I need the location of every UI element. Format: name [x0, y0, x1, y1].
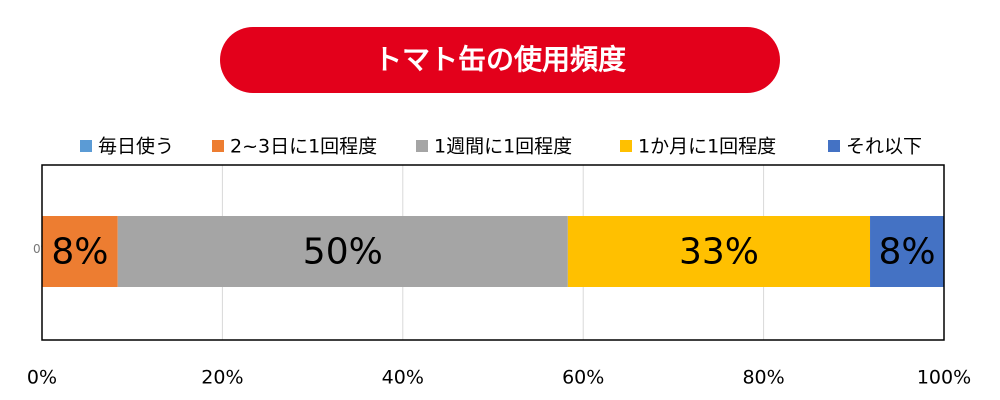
legend-label: 1か月に1回程度 [638, 136, 776, 158]
data-label: 8% [51, 232, 108, 273]
data-label: 33% [679, 232, 759, 273]
legend-swatch [80, 140, 92, 152]
x-tick-label: 20% [201, 367, 243, 389]
x-tick-label: 0% [27, 367, 57, 389]
bar-segment [117, 216, 568, 287]
data-label: 8% [878, 232, 935, 273]
legend-label: 毎日使う [98, 136, 174, 158]
legend-swatch [828, 140, 840, 152]
legend-swatch [416, 140, 428, 152]
chart-title: トマト缶の使用頻度 [374, 43, 626, 76]
legend-swatch [212, 140, 224, 152]
x-tick-label: 100% [917, 367, 971, 389]
legend-label: 1週間に1回程度 [434, 136, 572, 158]
bar-segment [870, 216, 944, 287]
bar-segment [567, 216, 871, 287]
x-tick-label: 40% [382, 367, 424, 389]
legend-label: それ以下 [846, 136, 922, 158]
legend-label: 2~3日に1回程度 [230, 136, 377, 158]
title-pill [220, 27, 780, 93]
data-label: 50% [303, 232, 383, 273]
x-tick-label: 80% [742, 367, 784, 389]
x-tick-label: 60% [562, 367, 604, 389]
bar-segment [42, 216, 118, 287]
legend-swatch [620, 140, 632, 152]
plot-border [41, 164, 945, 341]
